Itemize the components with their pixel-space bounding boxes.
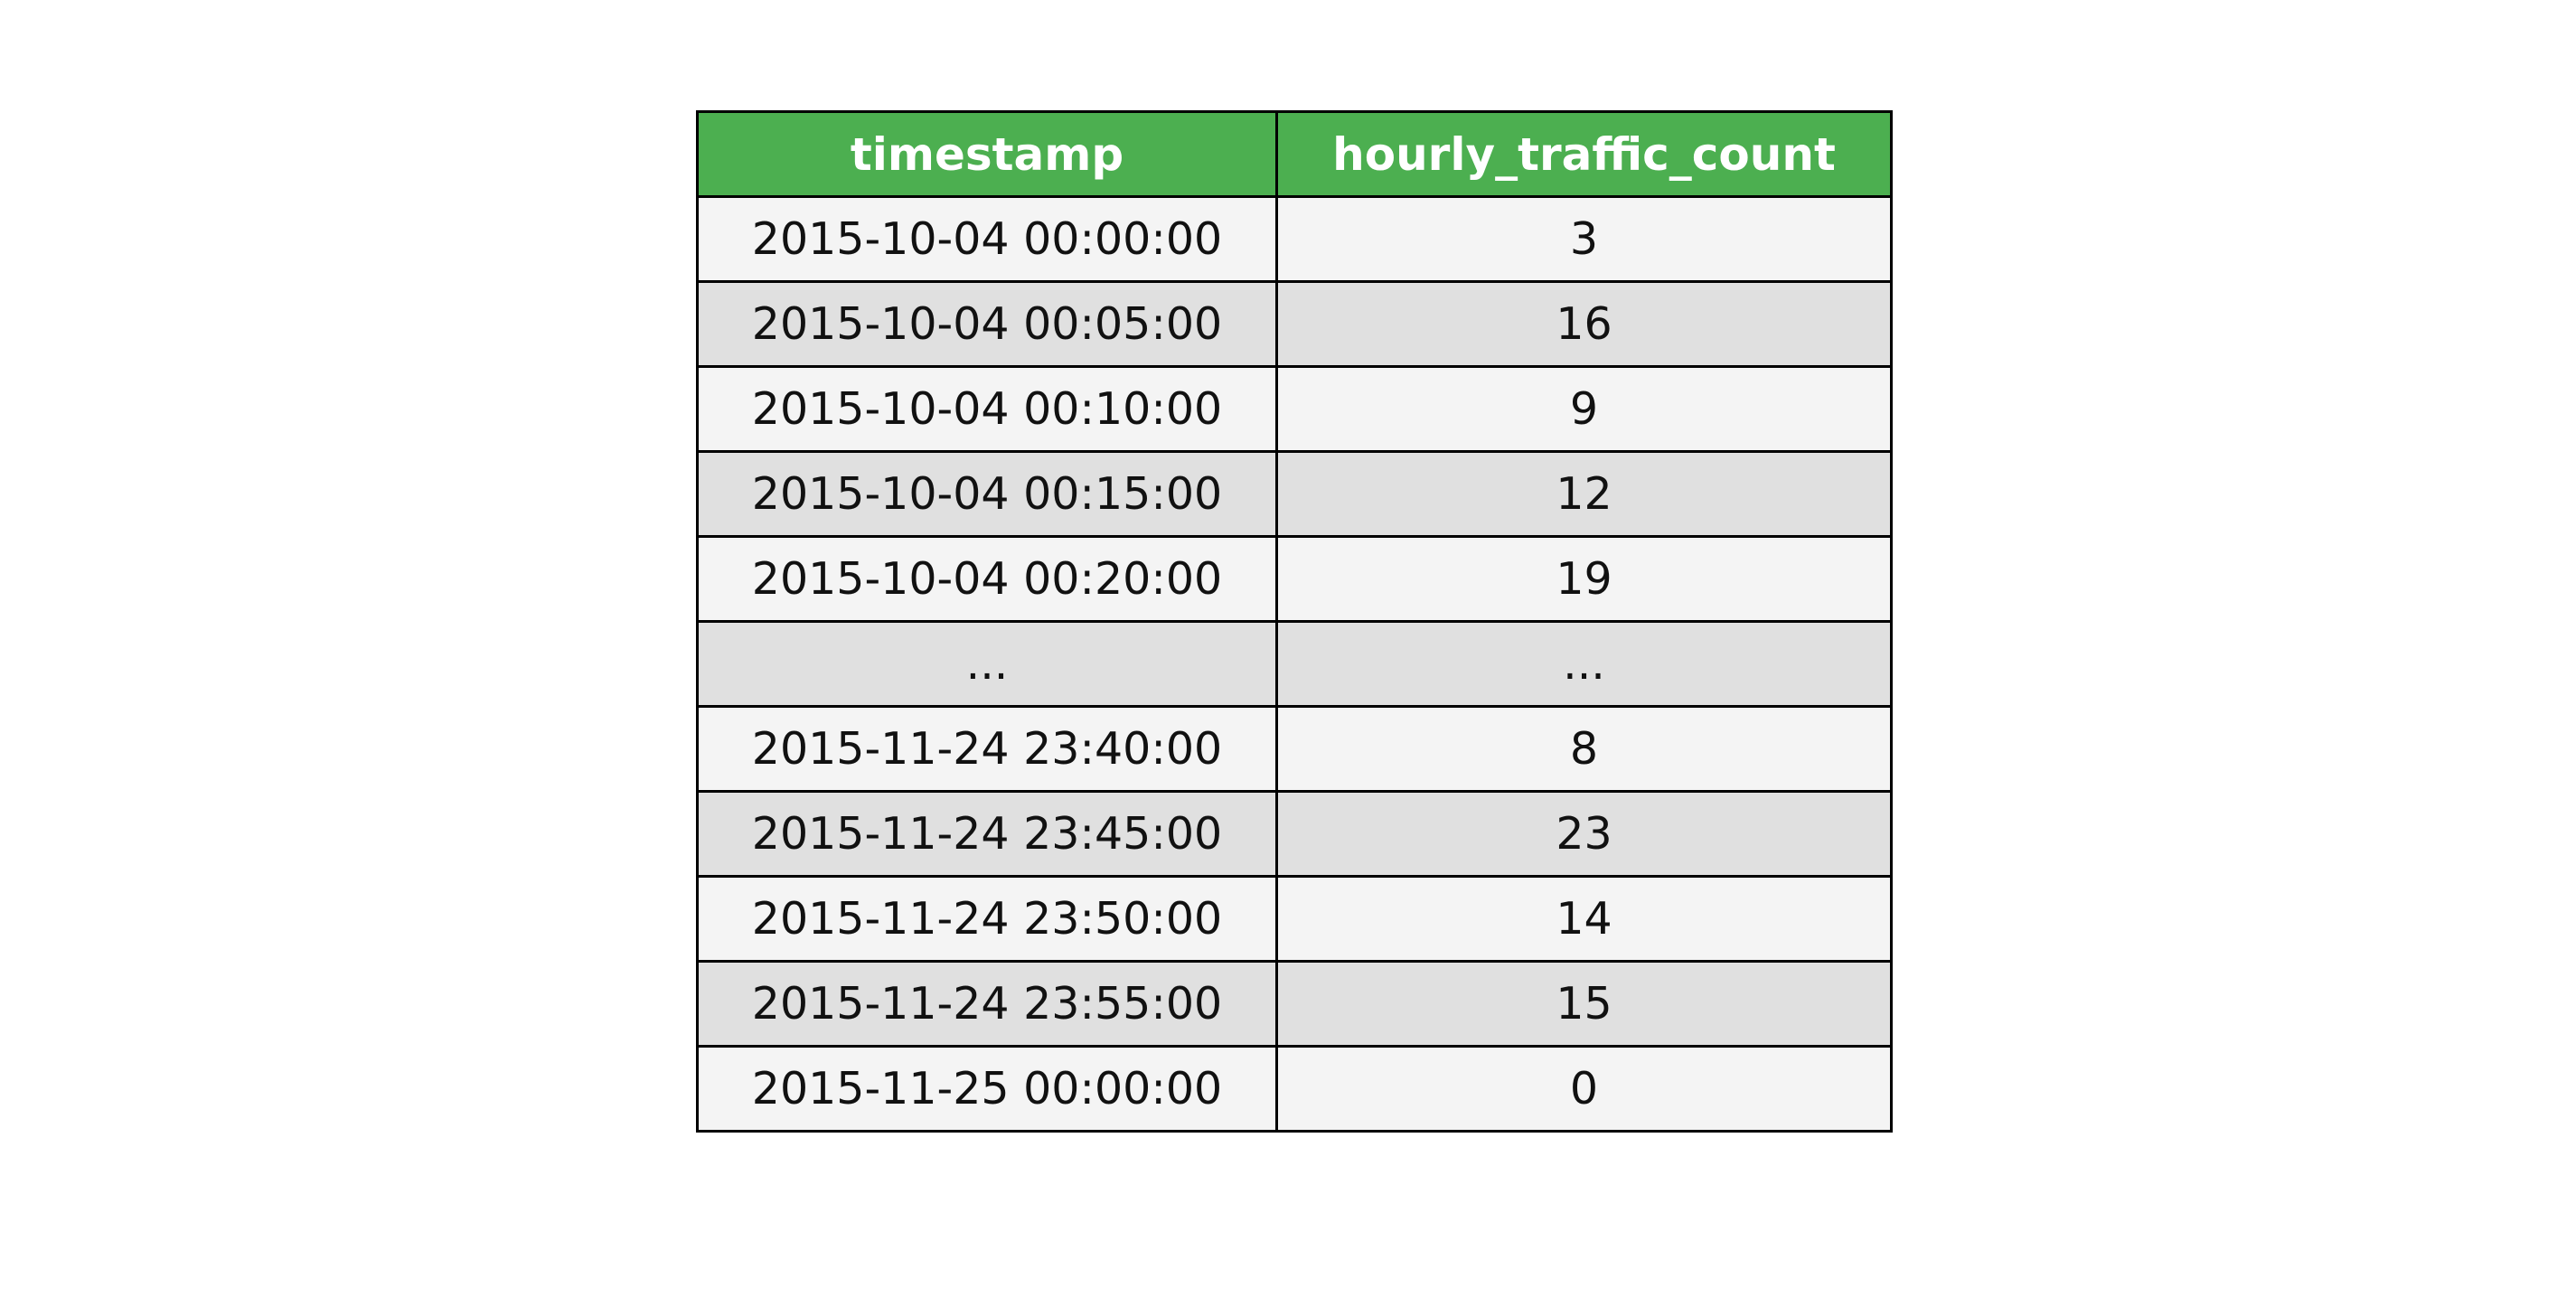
header-row: timestamp hourly_traffic_count [696, 110, 1893, 198]
traffic-count-cell: 16 [1275, 280, 1893, 368]
table-row: 2015-11-25 00:00:00 0 [696, 1045, 1893, 1133]
table-row: 2015-11-24 23:55:00 15 [696, 960, 1893, 1048]
traffic-count-cell: 14 [1275, 875, 1893, 963]
table-row: 2015-10-04 00:20:00 19 [696, 535, 1893, 623]
traffic-count-cell: 19 [1275, 535, 1893, 623]
timestamp-cell: 2015-11-24 23:55:00 [696, 960, 1278, 1048]
table-row: 2015-10-04 00:05:00 16 [696, 280, 1893, 368]
table-row: 2015-10-04 00:10:00 9 [696, 365, 1893, 453]
data-table: timestamp hourly_traffic_count 2015-10-0… [696, 110, 1893, 1133]
timestamp-cell: 2015-11-24 23:45:00 [696, 790, 1278, 878]
timestamp-cell: 2015-11-24 23:50:00 [696, 875, 1278, 963]
timestamp-cell: 2015-10-04 00:00:00 [696, 195, 1278, 283]
traffic-count-cell: 3 [1275, 195, 1893, 283]
table-row: 2015-10-04 00:00:00 3 [696, 195, 1893, 283]
ellipsis-cell: ... [696, 620, 1278, 708]
traffic-count-cell: 23 [1275, 790, 1893, 878]
table-row: 2015-11-24 23:50:00 14 [696, 875, 1893, 963]
timestamp-cell: 2015-11-24 23:40:00 [696, 705, 1278, 793]
traffic-count-cell: 0 [1275, 1045, 1893, 1133]
timestamp-cell: 2015-10-04 00:20:00 [696, 535, 1278, 623]
traffic-count-cell: 15 [1275, 960, 1893, 1048]
table-row: 2015-11-24 23:45:00 23 [696, 790, 1893, 878]
ellipsis-cell: ... [1275, 620, 1893, 708]
timestamp-cell: 2015-11-25 00:00:00 [696, 1045, 1278, 1133]
table-row: 2015-10-04 00:15:00 12 [696, 450, 1893, 538]
traffic-count-cell: 8 [1275, 705, 1893, 793]
timestamp-cell: 2015-10-04 00:15:00 [696, 450, 1278, 538]
column-header-timestamp: timestamp [696, 110, 1278, 198]
timestamp-cell: 2015-10-04 00:10:00 [696, 365, 1278, 453]
timestamp-cell: 2015-10-04 00:05:00 [696, 280, 1278, 368]
column-header-hourly-traffic-count: hourly_traffic_count [1275, 110, 1893, 198]
table-row: 2015-11-24 23:40:00 8 [696, 705, 1893, 793]
table-row-ellipsis: ... ... [696, 620, 1893, 708]
traffic-count-cell: 9 [1275, 365, 1893, 453]
traffic-count-cell: 12 [1275, 450, 1893, 538]
